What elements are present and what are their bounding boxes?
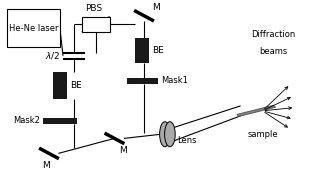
Text: M: M [152,3,160,12]
Text: He-Ne laser: He-Ne laser [9,24,58,33]
Text: BE: BE [153,46,164,55]
Text: beams: beams [259,47,287,56]
Text: M: M [119,146,127,155]
Text: PBS: PBS [85,4,102,13]
Text: sample: sample [247,130,278,139]
Text: M: M [42,161,50,170]
Bar [127,78,158,84]
Text: Mask2: Mask2 [13,116,40,125]
Ellipse shape [165,122,175,147]
Polygon shape [237,105,275,116]
Bar [136,38,150,63]
Text: Diffraction: Diffraction [251,30,295,39]
Bar [7,9,60,47]
Ellipse shape [160,122,170,147]
Bar [43,118,77,124]
Text: Lens: Lens [177,136,196,145]
Bar [53,72,67,99]
Text: $\lambda$/2: $\lambda$/2 [45,50,60,61]
Text: Mask1: Mask1 [161,76,188,85]
Text: BE: BE [70,81,82,90]
Bar [82,17,110,32]
